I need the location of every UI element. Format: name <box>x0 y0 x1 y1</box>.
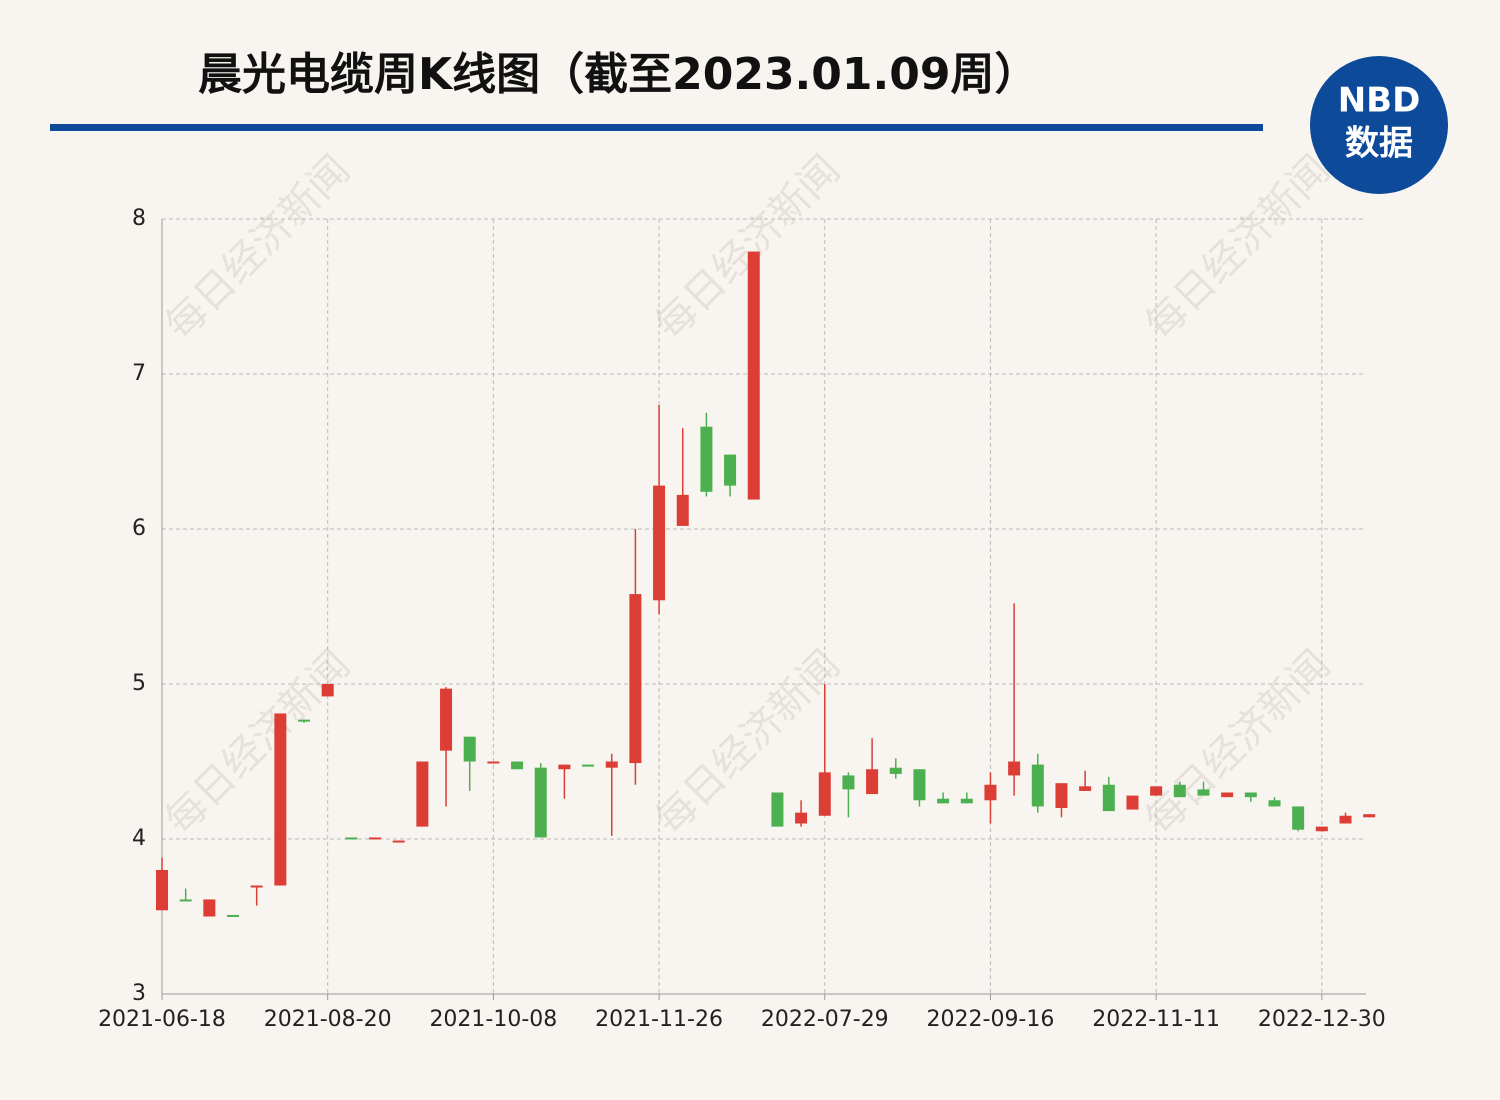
candle-body <box>203 899 216 917</box>
x-tick-label: 2022-07-29 <box>761 1007 889 1032</box>
candle-body <box>937 798 950 804</box>
candle-body <box>1150 786 1163 796</box>
candle-body <box>1363 814 1376 818</box>
candle-body <box>298 719 311 722</box>
logo <box>1310 56 1448 194</box>
candle-body <box>1292 806 1305 830</box>
candle-body <box>440 688 453 751</box>
candle-body <box>369 837 382 840</box>
y-tick-label: 6 <box>132 516 146 541</box>
candle-body <box>179 899 192 902</box>
x-tick-label: 2021-11-26 <box>595 1007 723 1032</box>
candle-body <box>747 251 760 500</box>
candle-body <box>227 914 240 917</box>
candle-body <box>1055 783 1068 808</box>
candle-body <box>700 426 713 492</box>
y-tick-label: 5 <box>132 671 146 696</box>
logo-text: NBD <box>1338 81 1421 121</box>
candle-body <box>913 769 926 801</box>
y-tick-label: 3 <box>132 981 146 1006</box>
candle-body <box>392 840 405 843</box>
y-tick-label: 4 <box>132 826 146 851</box>
candle-body <box>274 713 287 886</box>
candle-body <box>984 784 997 801</box>
x-tick-label: 2022-09-16 <box>927 1007 1055 1032</box>
candle-body <box>889 767 902 774</box>
candle-body <box>842 775 855 790</box>
candle-body <box>582 764 595 767</box>
candle-body <box>250 885 263 888</box>
y-tick-label: 8 <box>132 206 146 231</box>
x-tick-label: 2022-11-11 <box>1092 1007 1220 1032</box>
candle-body <box>534 767 547 838</box>
candle-body <box>558 764 571 770</box>
chart-title: 晨光电缆周K线图（截至2023.01.09周） <box>198 49 1038 100</box>
x-tick-label: 2021-06-18 <box>98 1007 226 1032</box>
candle-body <box>1031 764 1044 807</box>
candle-body <box>1339 815 1352 824</box>
x-tick-label: 2022-12-30 <box>1258 1007 1386 1032</box>
candle-body <box>1315 826 1328 832</box>
candle-body <box>416 761 429 827</box>
logo-text: 数据 <box>1345 124 1413 164</box>
candle-body <box>345 837 358 840</box>
candle-body <box>605 761 618 768</box>
candle-body <box>795 812 808 824</box>
candle-body <box>1102 784 1115 812</box>
candle-body <box>818 772 831 816</box>
candle-body <box>511 761 524 770</box>
candle-body <box>960 798 973 804</box>
candle-body <box>487 761 500 764</box>
candle-body <box>724 454 737 486</box>
candle-body <box>1244 792 1257 798</box>
candle-body <box>1008 761 1021 776</box>
candle-body <box>653 485 666 601</box>
candle-body <box>866 769 879 795</box>
candle-body <box>1268 800 1281 807</box>
candle-body <box>629 594 642 764</box>
candle-body <box>676 494 689 526</box>
candle-body <box>1173 784 1186 798</box>
candle-body <box>156 870 168 911</box>
candle-body <box>1079 786 1092 791</box>
candle-body <box>1221 792 1234 798</box>
title-rule <box>50 124 1263 131</box>
candle-body <box>771 792 784 827</box>
x-tick-label: 2021-10-08 <box>429 1007 557 1032</box>
candle-body <box>321 684 334 697</box>
x-tick-label: 2021-08-20 <box>264 1007 392 1032</box>
candle-body <box>1126 795 1139 810</box>
candle-body <box>1197 789 1210 796</box>
candle-body <box>463 736 476 762</box>
y-tick-label: 7 <box>132 361 146 386</box>
